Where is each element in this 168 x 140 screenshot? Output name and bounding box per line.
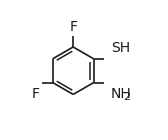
- Text: NH: NH: [111, 87, 132, 101]
- Text: SH: SH: [111, 40, 130, 54]
- Text: F: F: [69, 20, 77, 34]
- Text: 2: 2: [123, 92, 130, 102]
- Text: F: F: [31, 87, 39, 101]
